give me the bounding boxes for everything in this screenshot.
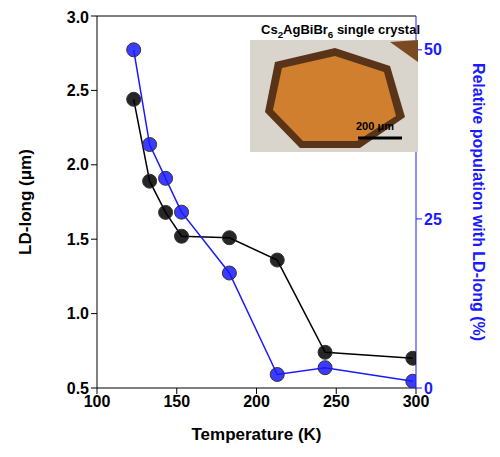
svg-text:150: 150 bbox=[163, 393, 190, 410]
svg-text:LD-long (μm): LD-long (μm) bbox=[16, 149, 35, 255]
svg-text:250: 250 bbox=[323, 393, 350, 410]
html-text:200 μm: 200 μm bbox=[356, 120, 394, 132]
svg-text:50: 50 bbox=[424, 41, 442, 58]
svg-text:200: 200 bbox=[243, 393, 270, 410]
svg-text:Relative population with LD-lo: Relative population with LD-long (%) bbox=[470, 63, 487, 341]
svg-text:300: 300 bbox=[402, 393, 430, 411]
svg-text:2.0: 2.0 bbox=[67, 156, 89, 173]
svg-text:0.5: 0.5 bbox=[67, 380, 89, 397]
svg-text:25: 25 bbox=[424, 211, 442, 228]
svg-text:Temperature (K): Temperature (K) bbox=[191, 425, 321, 444]
svg-text:100: 100 bbox=[83, 393, 111, 411]
svg-text:2.5: 2.5 bbox=[67, 82, 89, 99]
svg-text:3.0: 3.0 bbox=[67, 9, 89, 26]
svg-text:0: 0 bbox=[424, 380, 433, 397]
html-text:Cs2AgBiBr6single crystal: Cs2AgBiBr6single crystal bbox=[261, 22, 420, 40]
svg-text:1.0: 1.0 bbox=[67, 305, 89, 322]
svg-text:1.5: 1.5 bbox=[67, 231, 89, 248]
